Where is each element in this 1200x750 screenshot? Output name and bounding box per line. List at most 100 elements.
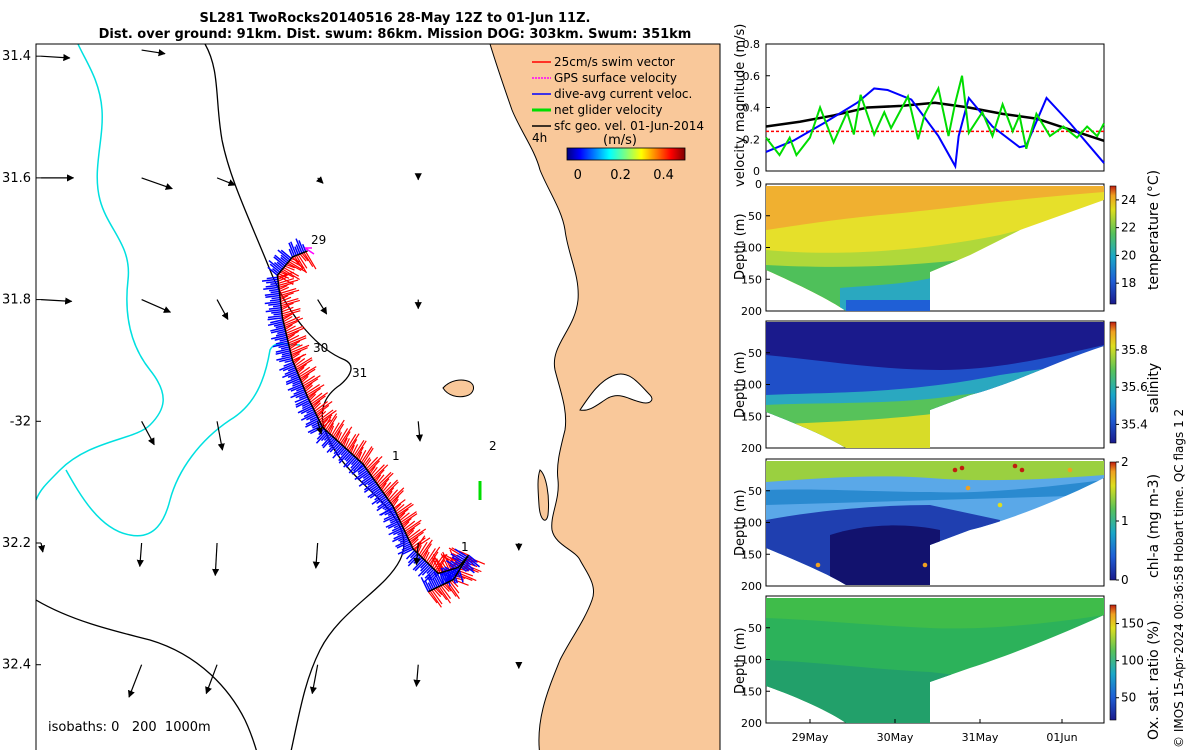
dive-vector-112: [357, 466, 366, 473]
dive-vector-171: [287, 372, 299, 378]
swim-vector-151: [313, 402, 321, 410]
map-colorbar-ticks: 0 0.2 0.4: [574, 168, 674, 183]
dive-vector-203: [271, 311, 282, 314]
velocity-panel: 0 0.2 0.4 0.6 0.8: [743, 38, 1105, 178]
dive-vector-80: [385, 520, 401, 528]
map-y-tick-label-5: 32.4: [2, 658, 31, 673]
swim-vector-112: [364, 459, 372, 468]
swim-vector-127: [342, 437, 348, 447]
geo-vector-18: [212, 542, 220, 577]
velocity-line-geo: [765, 101, 1105, 143]
dive-vector-136: [323, 433, 331, 441]
swim-vector-128: [341, 431, 351, 446]
depth-tick-label-3-2: 150: [741, 685, 762, 698]
swim-vector-234: [293, 255, 304, 270]
swim-vector-70: [407, 528, 421, 539]
dive-vector-29: [466, 556, 481, 568]
swim-vector-90: [390, 490, 404, 504]
dive-vector-157: [295, 398, 309, 406]
dive-vector-155: [301, 401, 311, 407]
dive-vector-40: [450, 569, 457, 584]
swim-vector-77: [401, 517, 412, 527]
dive-vector-86: [384, 509, 396, 516]
dive-vector-145: [305, 419, 320, 428]
temperature-panel: [765, 183, 1105, 312]
swim-vector-111: [365, 456, 379, 470]
dive-vector-131: [326, 440, 339, 453]
swim-vector-94: [385, 487, 395, 498]
dive-vector-121: [345, 453, 354, 462]
imos-credit: © IMOS 15-Apr-2024 00:36:58 Hobart time.…: [1172, 408, 1186, 748]
dive-vector-55: [420, 561, 428, 569]
chl-dot-1: [959, 465, 965, 471]
swim-vector-49: [434, 553, 448, 571]
swim-vector-110: [367, 456, 383, 471]
dive-vector-169: [285, 376, 300, 384]
swim-vector-155: [309, 392, 323, 403]
swim-vector-50: [433, 554, 445, 570]
oxygen-panel: [765, 595, 1105, 724]
swim-vector-209: [280, 295, 289, 301]
swim-vector-73: [405, 522, 421, 534]
swim-vector-191: [286, 327, 305, 336]
dive-vector-150: [303, 410, 316, 418]
dive-vector-147: [309, 415, 318, 421]
swim-vector-205: [281, 302, 294, 309]
swim-vector-108: [369, 465, 376, 475]
dive-vector-76: [388, 527, 404, 536]
dive-vector-139: [316, 429, 327, 440]
salinity-colorbar: [1109, 321, 1117, 444]
swim-vector-180: [291, 350, 302, 358]
dive-vector-222: [272, 268, 280, 275]
map-colorbar-label: (m/s): [603, 133, 637, 148]
dive-vector-216: [265, 284, 279, 288]
swim-vector-203: [281, 306, 294, 313]
swim-vector-218: [277, 276, 287, 282]
isobath-shallow: [36, 44, 301, 537]
salinity-ylabel: Depth (m): [733, 351, 748, 418]
dive-vector-206: [272, 304, 282, 308]
dive-vector-215: [263, 286, 279, 291]
swim-vector-88: [392, 498, 399, 507]
salinity-colorbar-label: salinity: [1146, 362, 1162, 413]
chl-dot-4: [965, 485, 971, 491]
swim-vector-214: [278, 284, 288, 290]
dive-vector-137: [320, 432, 330, 442]
swim-vector-153: [311, 395, 326, 407]
swim-vector-159: [306, 384, 325, 396]
geo-vector-22: [128, 664, 143, 698]
velocity-y-tick-label-2: 0.4: [743, 102, 761, 115]
dive-vector-191: [270, 334, 287, 340]
chart-title-line-1: SL281 TwoRocks20140516 28-May 12Z to 01-…: [199, 11, 591, 26]
dive-vector-173: [284, 368, 297, 376]
date-tick-label-2: 31May: [962, 731, 999, 744]
dive-vector-190: [274, 336, 288, 341]
dive-vector-88: [380, 505, 394, 516]
velocity-y-tick-label-1: 0.2: [743, 133, 761, 146]
depth-axes-ticks: 0 50 100 150 200 50 100 150 200 50 100 150 200 50 100 1…: [741, 178, 770, 730]
geo-vector-3: [141, 177, 173, 190]
dive-vector-229: [280, 256, 288, 264]
dive-vector-236: [294, 246, 299, 255]
swim-vector-149: [315, 401, 333, 414]
legend-swim-label: 25cm/s swim vector: [554, 55, 675, 69]
velocity-y-axis: 0 0.2 0.4 0.6 0.8: [743, 38, 770, 178]
map-y-tick-label-0: 31.4: [2, 49, 31, 64]
dive-vector-97: [375, 491, 384, 498]
swim-vector-61: [417, 545, 422, 554]
dive-vector-64: [401, 548, 414, 556]
dive-vector-175: [282, 365, 296, 372]
gps-velocity-marker: [304, 247, 315, 255]
swim-vector-146: [317, 410, 327, 419]
depth-tick-label-2-1: 100: [741, 517, 762, 530]
swim-vector-98: [380, 482, 387, 491]
dive-vector-25: [456, 554, 466, 562]
dive-vector-51: [426, 567, 433, 574]
chlorophyll-ylabel: Depth (m): [733, 489, 748, 556]
dive-vector-116: [348, 460, 361, 474]
dive-vector-172: [282, 370, 298, 379]
dive-vector-23: [451, 556, 464, 565]
swim-vector-163: [303, 378, 319, 389]
chlorophyll-hotspots: [815, 463, 1073, 568]
